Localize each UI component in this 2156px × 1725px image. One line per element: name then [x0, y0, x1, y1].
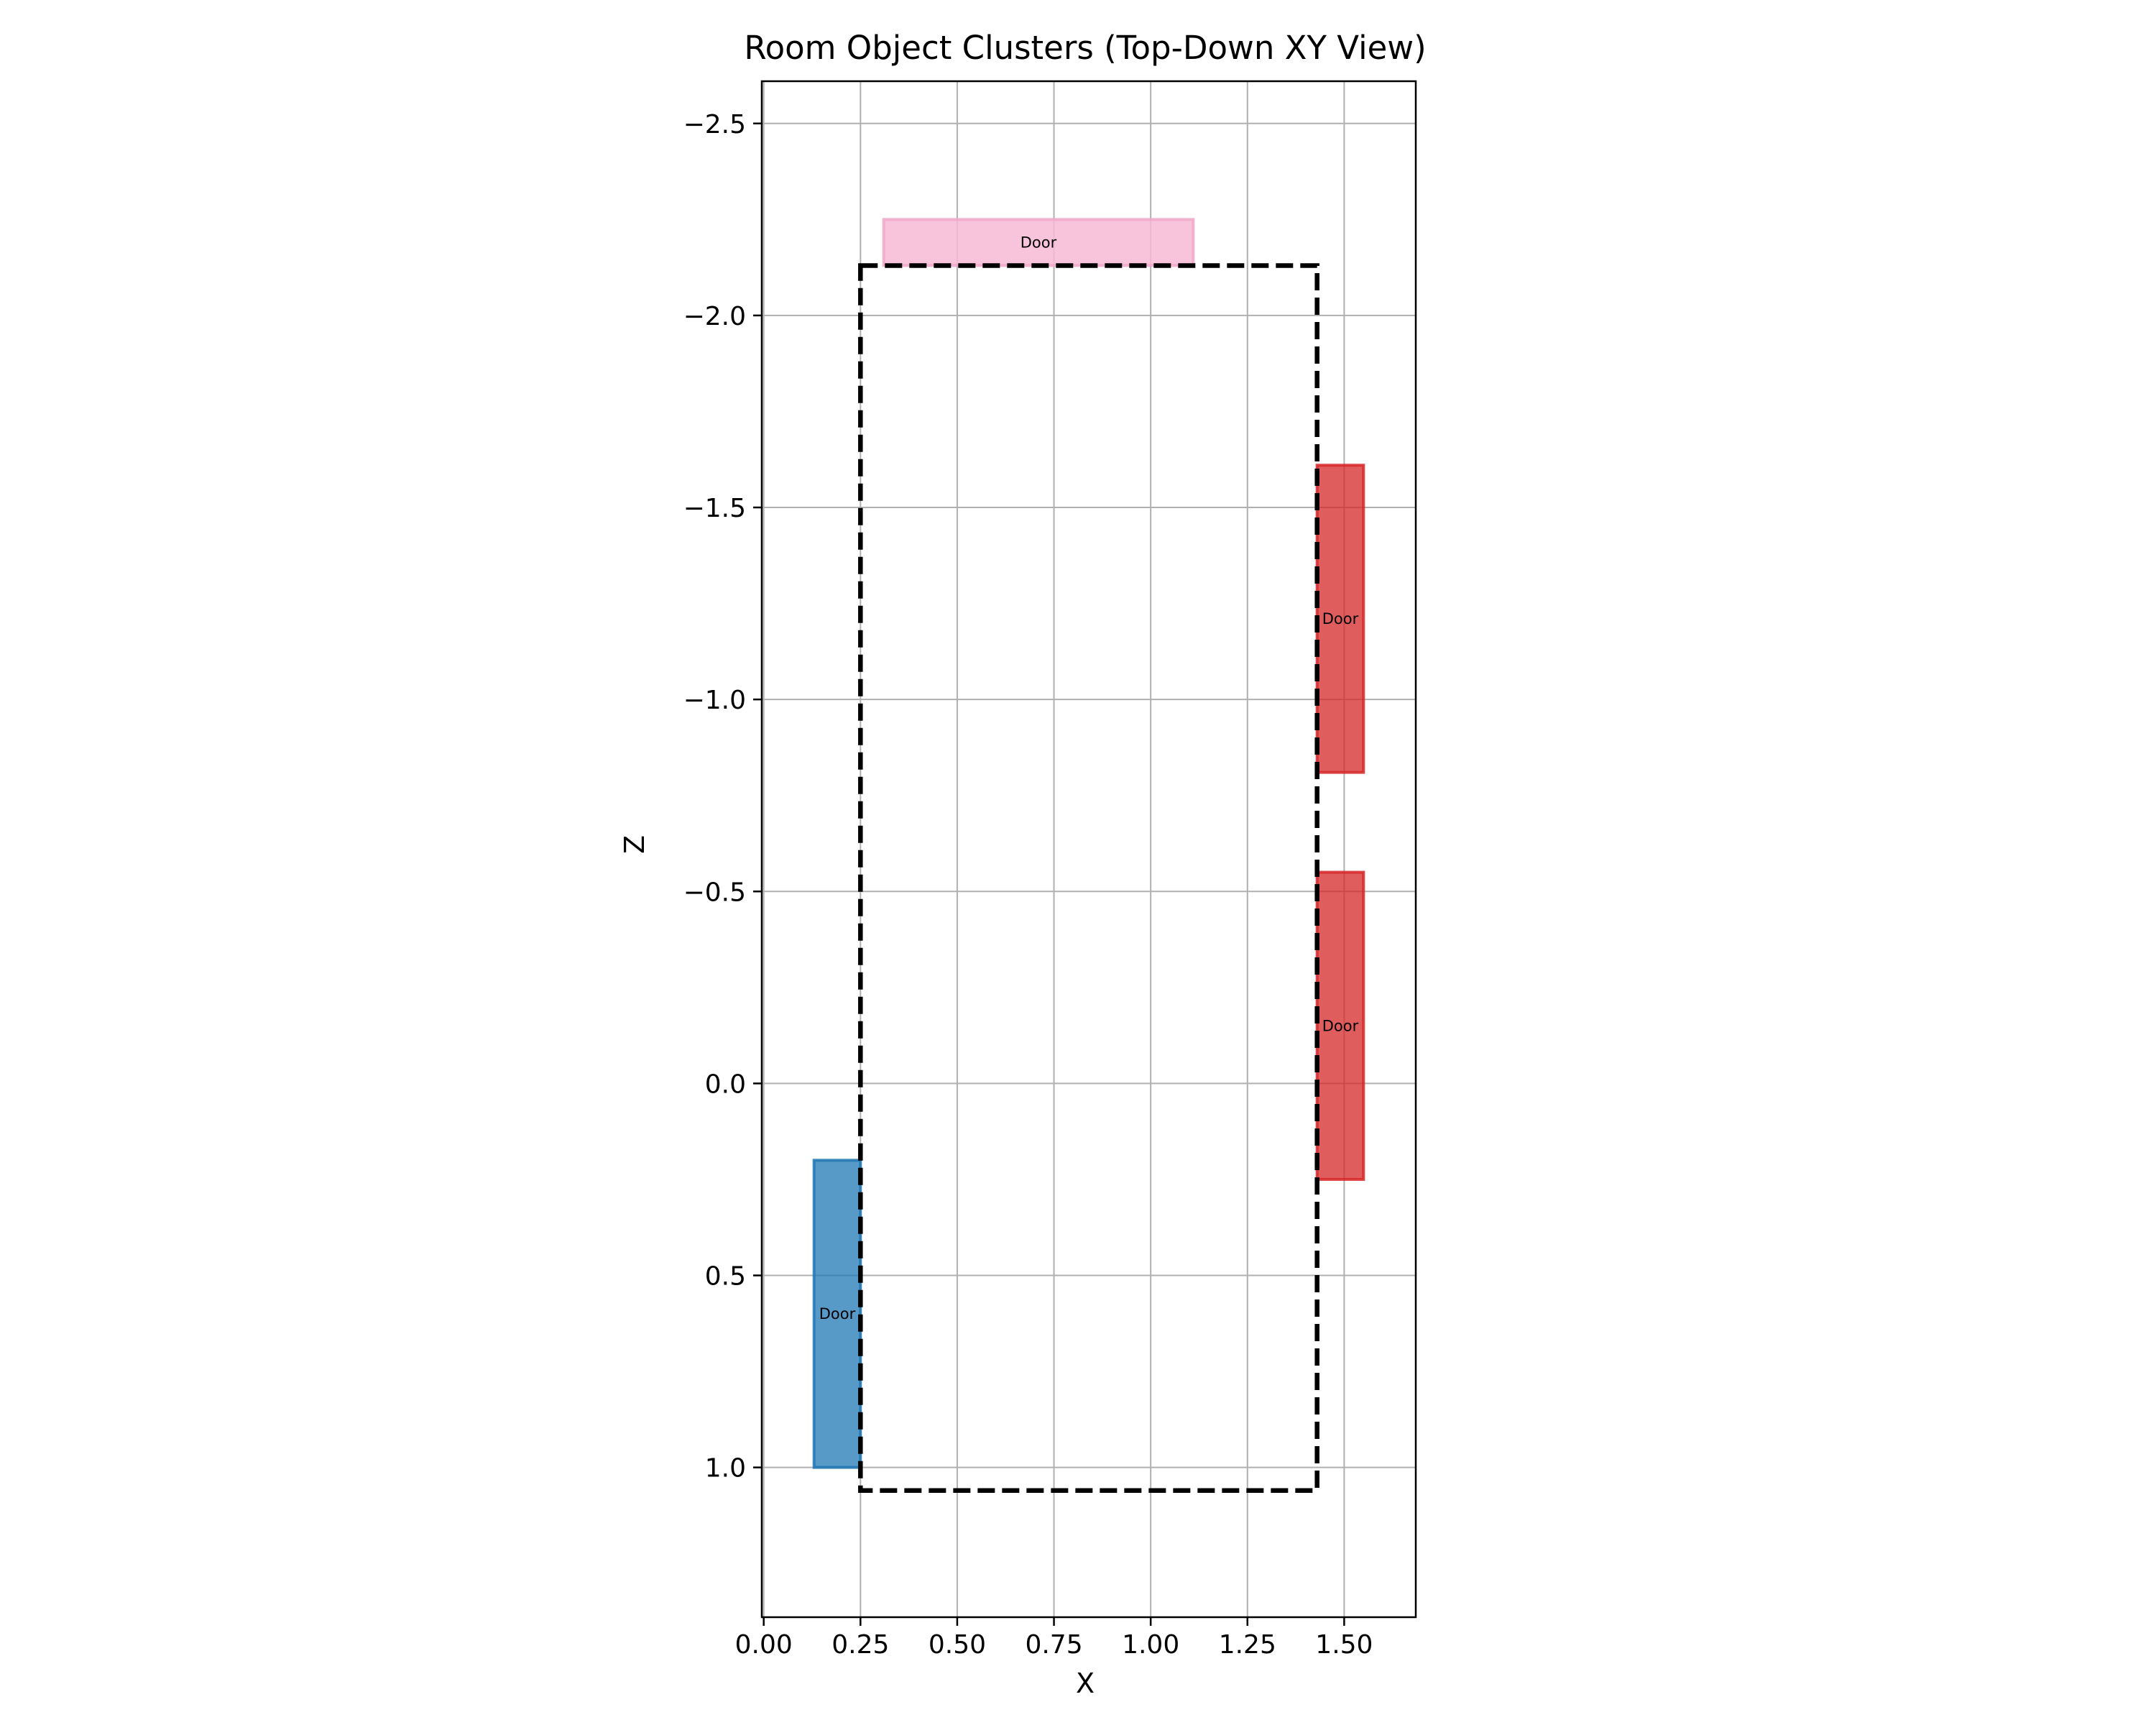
y-tick-label: −1.5 — [683, 494, 746, 523]
object-label-1: Door — [1322, 610, 1359, 627]
x-tick-label: 1.50 — [1315, 1630, 1373, 1660]
axes — [753, 80, 1417, 1626]
object-rect-2 — [1315, 870, 1365, 1181]
x-tick-label: 0.50 — [929, 1630, 986, 1660]
object-rectangles: Door Door Door Door — [812, 218, 1365, 1469]
tick-labels: 0.00 0.25 0.50 0.75 1.00 1.25 1.50 −2.5 −2.0 −1.5… — [683, 110, 1373, 1660]
x-tick-label: 1.00 — [1122, 1630, 1179, 1660]
y-tick-label: −1.0 — [683, 686, 746, 715]
grid-lines — [762, 81, 1416, 1617]
y-tick-label: 1.0 — [705, 1454, 746, 1484]
x-tick-label: 0.00 — [735, 1630, 793, 1660]
y-axis-label: Z — [619, 835, 650, 854]
object-label-0: Door — [1021, 234, 1057, 251]
x-tick-label: 0.25 — [831, 1630, 889, 1660]
room-boundary-layer — [858, 263, 1319, 1493]
y-tick-label: −2.0 — [683, 302, 746, 331]
y-tick-label: 0.5 — [705, 1262, 746, 1292]
x-tick-label: 1.25 — [1219, 1630, 1276, 1660]
y-tick-label: −2.5 — [683, 110, 746, 139]
object-label-2: Door — [1322, 1017, 1359, 1034]
object-rect-0 — [882, 218, 1195, 267]
object-rect-1 — [1315, 464, 1365, 774]
x-tick-label: 0.75 — [1025, 1630, 1082, 1660]
chart-title: Room Object Clusters (Top-Down XY View) — [744, 29, 1426, 67]
plot-frame — [760, 80, 1417, 1619]
y-tick-label: 0.0 — [705, 1070, 746, 1099]
y-tick-label: −0.5 — [683, 878, 746, 907]
object-rect-3 — [812, 1159, 862, 1469]
x-axis-label: X — [1076, 1668, 1095, 1699]
room-boundary — [858, 263, 1319, 1493]
object-label-3: Door — [819, 1305, 856, 1322]
